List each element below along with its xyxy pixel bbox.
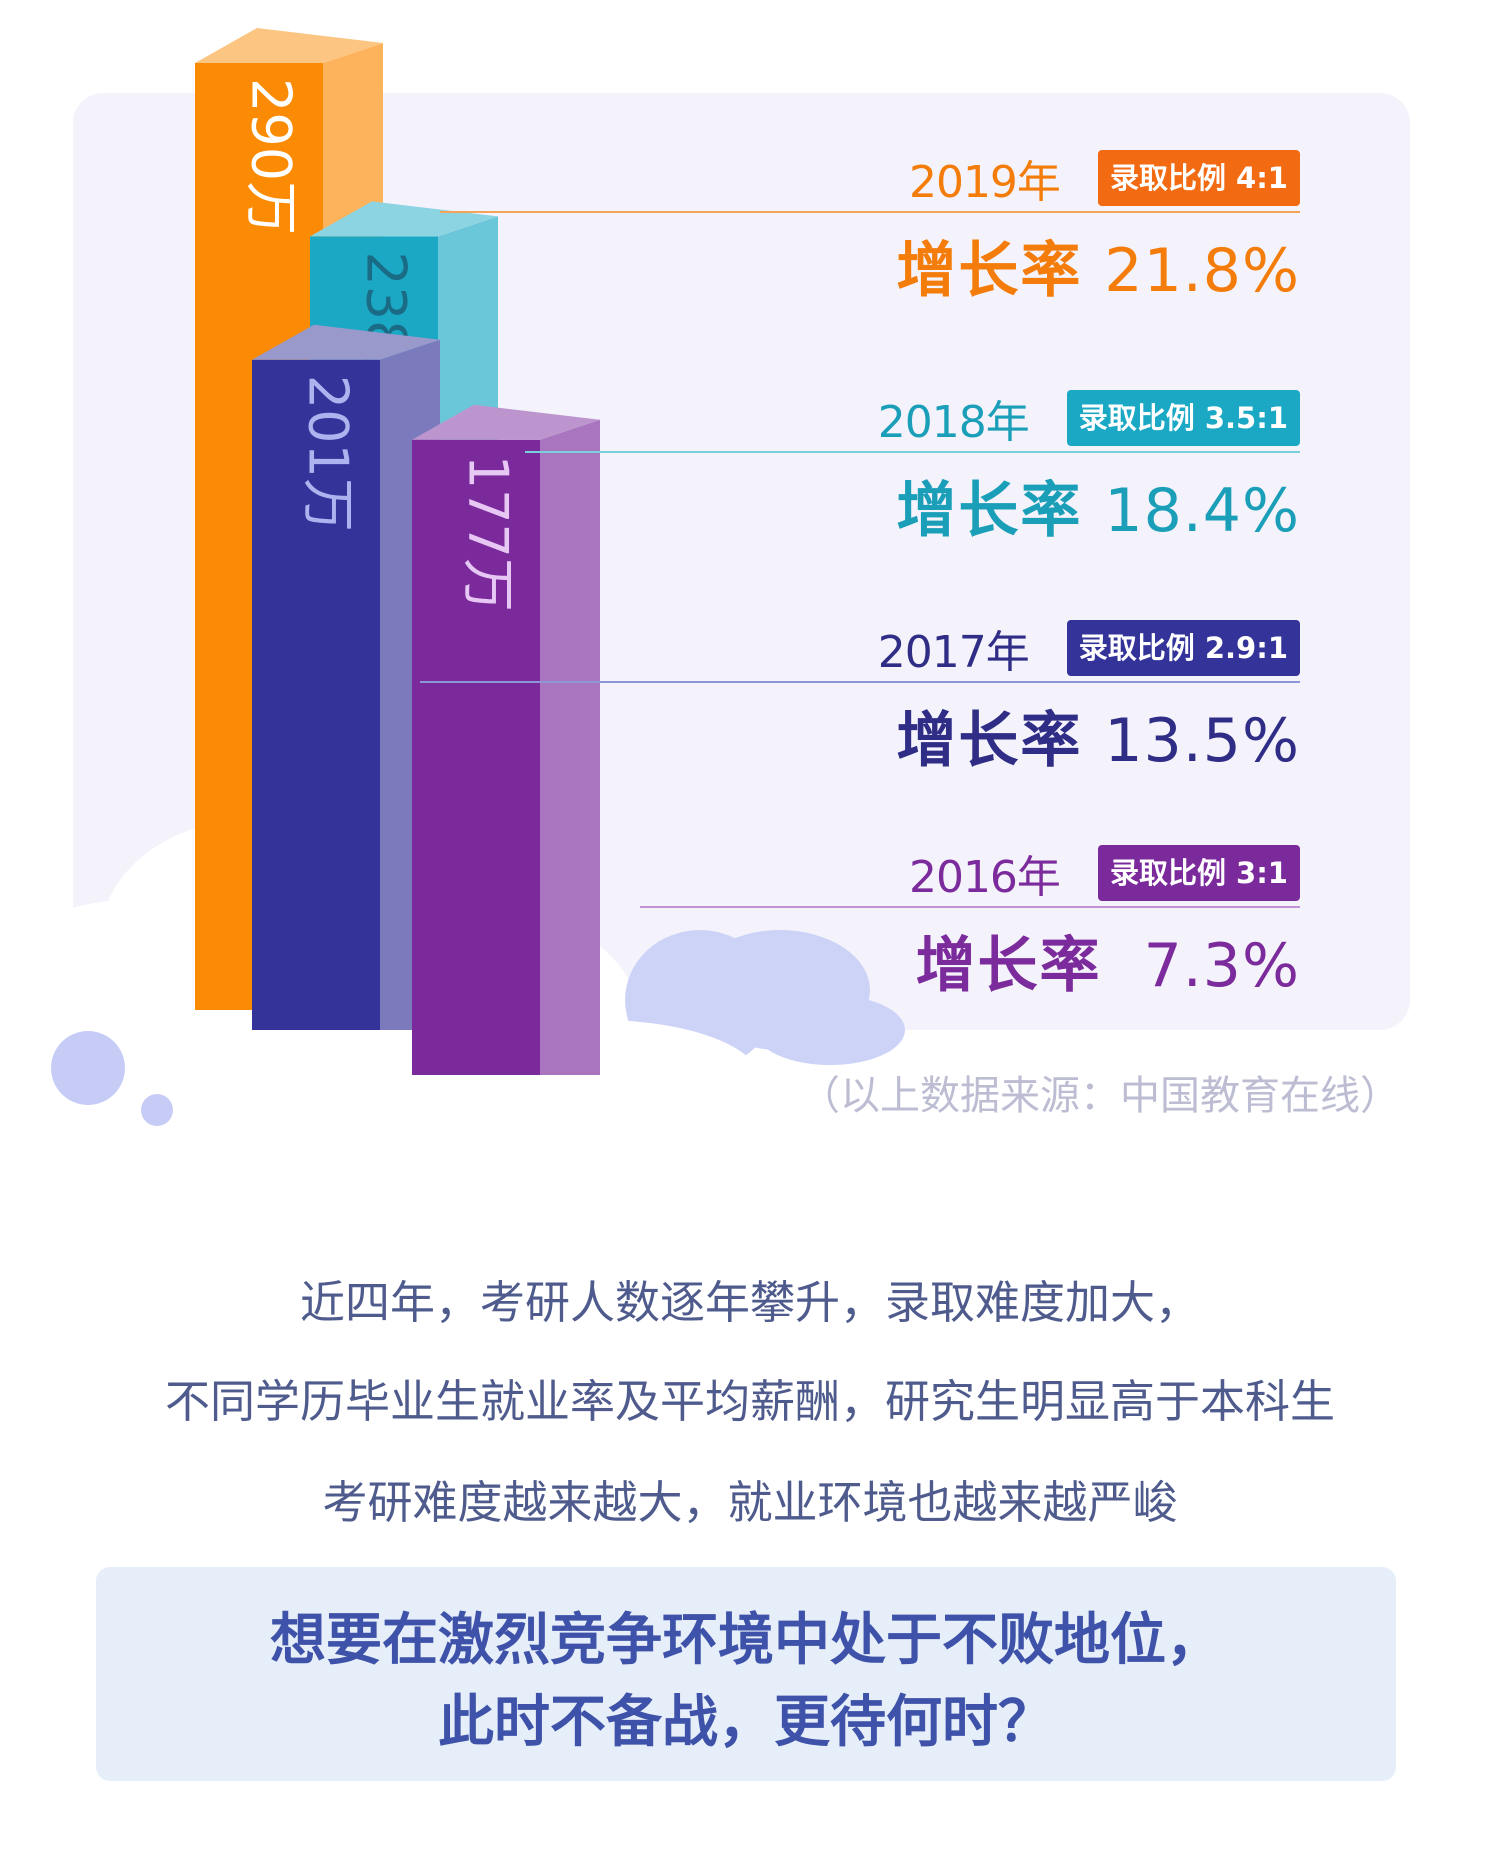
callout-line-2: 此时不备战，更待何时？ xyxy=(438,1690,1054,1755)
bar-top-face xyxy=(252,324,440,360)
bar-value-label: 201万 xyxy=(296,375,359,532)
stat-block-2019: 2019年 录取比例 4:1 增长率 21.8% xyxy=(440,150,1300,310)
growth-rate-value: 7.3% xyxy=(1143,931,1300,1001)
growth-rate-value: 18.4% xyxy=(1104,476,1300,546)
growth-rate-value: 21.8% xyxy=(1104,236,1300,306)
bar-front-face xyxy=(252,359,380,1031)
year-label: 2018年 xyxy=(877,397,1030,448)
bar-side-face xyxy=(540,419,600,1076)
stat-block-2016: 2016年 录取比例 3:1 增长率 7.3% xyxy=(640,845,1300,1005)
body-text-line-3: 考研难度越来越大，就业环境也越来越严峻 xyxy=(322,1476,1178,1529)
admission-ratio-badge: 录取比例 4:1 xyxy=(1097,150,1300,206)
bar-value-label: 177万 xyxy=(456,455,519,612)
growth-row: 增长率 7.3% xyxy=(916,917,1300,1004)
year-row: 2019年 录取比例 4:1 xyxy=(909,150,1300,208)
bar-top-face xyxy=(310,201,498,237)
growth-rate-label: 增长率 xyxy=(915,931,1102,1001)
divider-line xyxy=(420,681,1300,683)
growth-rate-label: 增长率 xyxy=(896,476,1083,546)
growth-rate-value: 13.5% xyxy=(1104,706,1300,776)
bar-2016: 177万 xyxy=(412,404,600,1076)
bar-top-face xyxy=(412,404,600,440)
admission-ratio-badge: 录取比例 3:1 xyxy=(1097,845,1300,901)
body-text-line-1: 近四年，考研人数逐年攀升，录取难度加大， xyxy=(299,1276,1200,1329)
year-row: 2017年 录取比例 2.9:1 xyxy=(878,620,1300,678)
year-label: 2019年 xyxy=(908,157,1061,208)
growth-rate-label: 增长率 xyxy=(896,236,1083,306)
admission-ratio-badge: 录取比例 2.9:1 xyxy=(1066,620,1300,676)
bar-2017: 201万 xyxy=(252,324,440,1031)
callout-line-1: 想要在激烈竞争环境中处于不败地位， xyxy=(270,1608,1222,1673)
bar-value-label: 290万 xyxy=(239,78,302,235)
stat-block-2018: 2018年 录取比例 3.5:1 增长率 18.4% xyxy=(525,390,1300,550)
body-text-line-2: 不同学历毕业生就业率及平均薪酬，研究生明显高于本科生 xyxy=(164,1375,1335,1428)
bar-front-face xyxy=(412,439,540,1076)
year-label: 2016年 xyxy=(908,852,1061,903)
growth-rate-label: 增长率 xyxy=(896,706,1083,776)
divider-line xyxy=(525,451,1300,453)
growth-row: 增长率 21.8% xyxy=(896,222,1300,309)
year-row: 2018年 录取比例 3.5:1 xyxy=(878,390,1300,448)
admission-ratio-badge: 录取比例 3.5:1 xyxy=(1066,390,1300,446)
year-row: 2016年 录取比例 3:1 xyxy=(909,845,1300,903)
data-source-note: （以上数据来源：中国教育在线） xyxy=(800,1073,1400,1119)
divider-line xyxy=(640,906,1300,908)
callout-box: 想要在激烈竞争环境中处于不败地位， 此时不备战，更待何时？ xyxy=(96,1567,1396,1781)
bar-top-face xyxy=(195,28,383,63)
divider-line xyxy=(440,211,1300,213)
growth-row: 增长率 13.5% xyxy=(896,692,1300,779)
stat-block-2017: 2017年 录取比例 2.9:1 增长率 13.5% xyxy=(420,620,1300,780)
growth-row: 增长率 18.4% xyxy=(896,462,1300,549)
year-label: 2017年 xyxy=(877,627,1030,678)
